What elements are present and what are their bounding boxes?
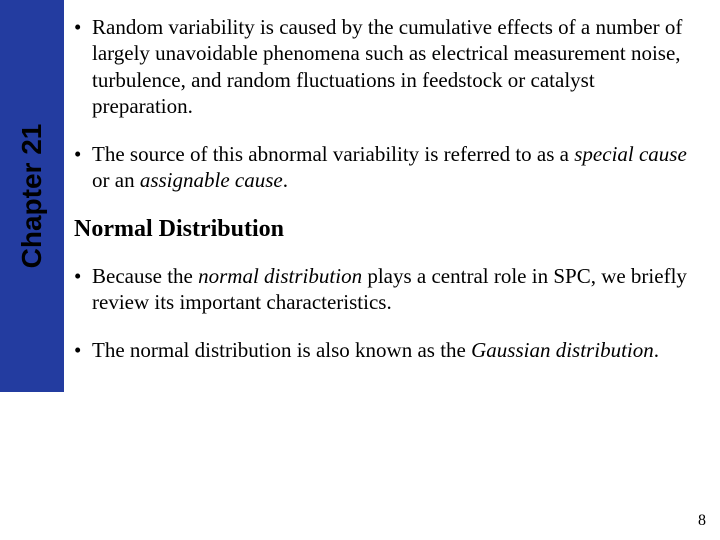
slide-page: Chapter 21 • Random variability is cause… <box>0 0 720 540</box>
page-number: 8 <box>698 512 706 530</box>
content-area: • Random variability is caused by the cu… <box>74 14 700 385</box>
bullet-text: Random variability is caused by the cumu… <box>92 14 700 119</box>
bullet-marker: • <box>74 337 92 363</box>
bullet-item: • Random variability is caused by the cu… <box>74 14 700 119</box>
chapter-sidebar: Chapter 21 <box>0 0 64 392</box>
bullet-text: The normal distribution is also known as… <box>92 337 700 363</box>
bullet-marker: • <box>74 141 92 167</box>
section-heading: Normal Distribution <box>74 216 700 243</box>
bullet-item: • The normal distribution is also known … <box>74 337 700 363</box>
bullet-text: Because the normal distribution plays a … <box>92 263 700 316</box>
bullet-text: The source of this abnormal variability … <box>92 141 700 194</box>
bullet-marker: • <box>74 14 92 40</box>
bullet-item: • Because the normal distribution plays … <box>74 263 700 316</box>
chapter-label: Chapter 21 <box>16 124 48 269</box>
bullet-marker: • <box>74 263 92 289</box>
bullet-item: • The source of this abnormal variabilit… <box>74 141 700 194</box>
